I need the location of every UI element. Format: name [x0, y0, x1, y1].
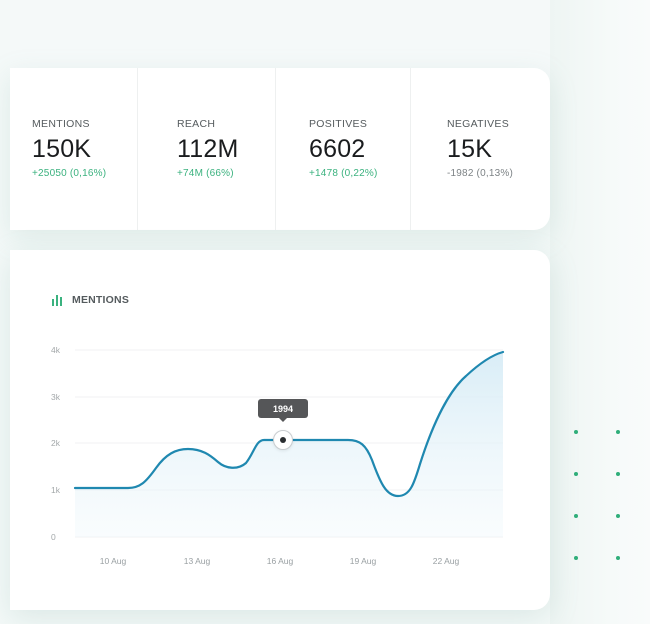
- dot: [616, 556, 620, 560]
- stat-value: 6602: [309, 135, 366, 163]
- x-tick-19-aug: 19 Aug: [349, 556, 377, 566]
- stat-label: REACH: [177, 118, 216, 130]
- stat-mentions: MENTIONS 150K +25050 (0,16%): [10, 68, 137, 230]
- stat-delta: +1478 (0,22%): [309, 168, 378, 179]
- stat-label: POSITIVES: [309, 118, 368, 130]
- mentions-chart-card: MENTIONS 4k 3k 2k 1k 0 10 Aug 13 Aug 16 …: [10, 250, 550, 610]
- stat-label: MENTIONS: [32, 118, 90, 130]
- bar-chart-icon: [52, 294, 62, 306]
- dot: [574, 472, 578, 476]
- dot: [616, 514, 620, 518]
- y-tick-2k: 2k: [51, 438, 60, 448]
- x-tick-16-aug: 16 Aug: [266, 556, 294, 566]
- chart-tooltip: 1994: [258, 399, 308, 418]
- stat-value: 150K: [32, 135, 92, 163]
- background-right: [550, 0, 650, 624]
- stat-delta: -1982 (0,13%): [447, 168, 513, 179]
- hover-data-point[interactable]: [273, 430, 293, 450]
- chart-title: MENTIONS: [72, 294, 130, 306]
- mentions-line: [73, 350, 505, 498]
- y-tick-0: 0: [51, 532, 56, 542]
- x-tick-13-aug: 13 Aug: [183, 556, 211, 566]
- x-tick-10-aug: 10 Aug: [99, 556, 127, 566]
- dot: [616, 430, 620, 434]
- dot: [574, 430, 578, 434]
- stats-card: MENTIONS 150K +25050 (0,16%) REACH 112M …: [10, 68, 550, 230]
- stat-negatives: NEGATIVES 15K -1982 (0,13%): [410, 68, 550, 230]
- stat-reach: REACH 112M +74M (66%): [137, 68, 275, 230]
- dot: [574, 556, 578, 560]
- stat-label: NEGATIVES: [447, 118, 510, 130]
- dot: [616, 472, 620, 476]
- stat-positives: POSITIVES 6602 +1478 (0,22%): [275, 68, 410, 230]
- background-top: [10, 0, 650, 80]
- x-tick-22-aug: 22 Aug: [432, 556, 460, 566]
- stat-delta: +25050 (0,16%): [32, 168, 107, 179]
- decorative-dot-grid: [570, 426, 624, 566]
- chart-header: MENTIONS: [52, 294, 129, 306]
- stat-value: 15K: [447, 135, 493, 163]
- stat-delta: +74M (66%): [177, 168, 234, 179]
- y-tick-4k: 4k: [51, 345, 60, 355]
- y-tick-3k: 3k: [51, 392, 60, 402]
- stat-value: 112M: [177, 135, 239, 163]
- dot: [574, 514, 578, 518]
- y-tick-1k: 1k: [51, 485, 60, 495]
